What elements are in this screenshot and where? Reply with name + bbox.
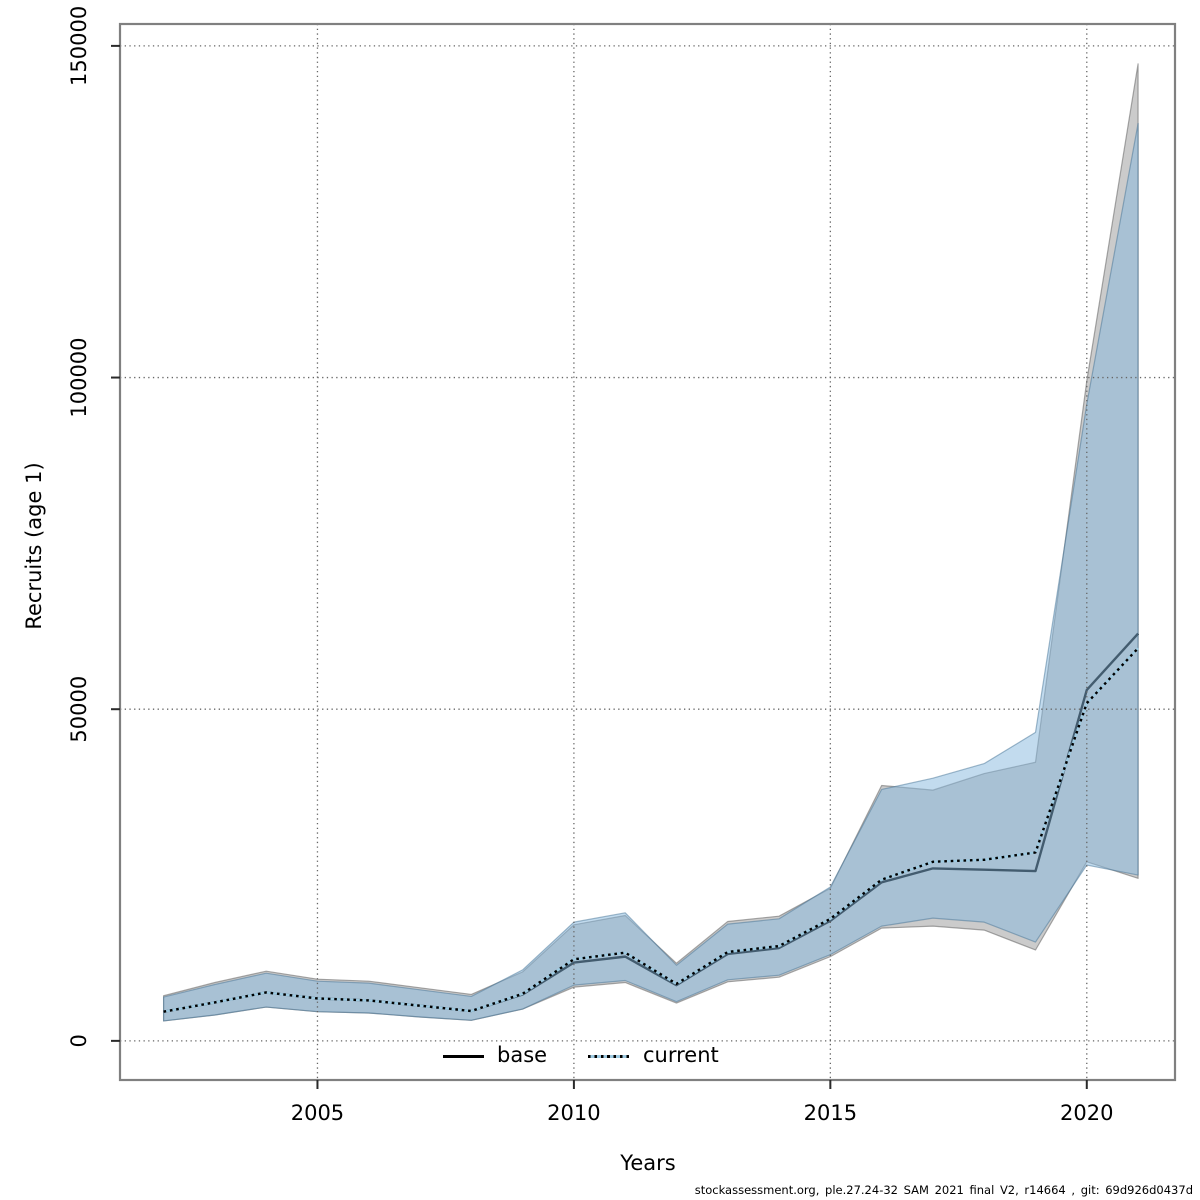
- x-tick-label: 2015: [804, 1101, 857, 1125]
- y-axis-title: Recruits (age 1): [22, 462, 46, 630]
- x-tick-label: 2010: [547, 1101, 600, 1125]
- x-tick-label: 2005: [291, 1101, 344, 1125]
- y-tick-label: 50000: [67, 676, 91, 743]
- legend-base-label: base: [497, 1043, 548, 1068]
- footer-caption: stockassessment.org, ple.27.24-32 SAM 20…: [694, 1183, 1193, 1197]
- y-tick-label: 100000: [67, 337, 91, 417]
- current-confidence-band: [162, 122, 1139, 1022]
- x-axis-title: Years: [620, 1151, 676, 1175]
- legend-base-line-sample: [443, 1055, 484, 1058]
- y-tick-label: 150000: [67, 6, 91, 86]
- plot-border: [118, 22, 1177, 1082]
- legend-current-label: current: [643, 1043, 719, 1068]
- legend-current-line-sample: [588, 1055, 629, 1058]
- y-tick-label: 0: [67, 1034, 91, 1047]
- x-tick-label: 2020: [1060, 1101, 1113, 1125]
- current-median-line: [163, 647, 1139, 1013]
